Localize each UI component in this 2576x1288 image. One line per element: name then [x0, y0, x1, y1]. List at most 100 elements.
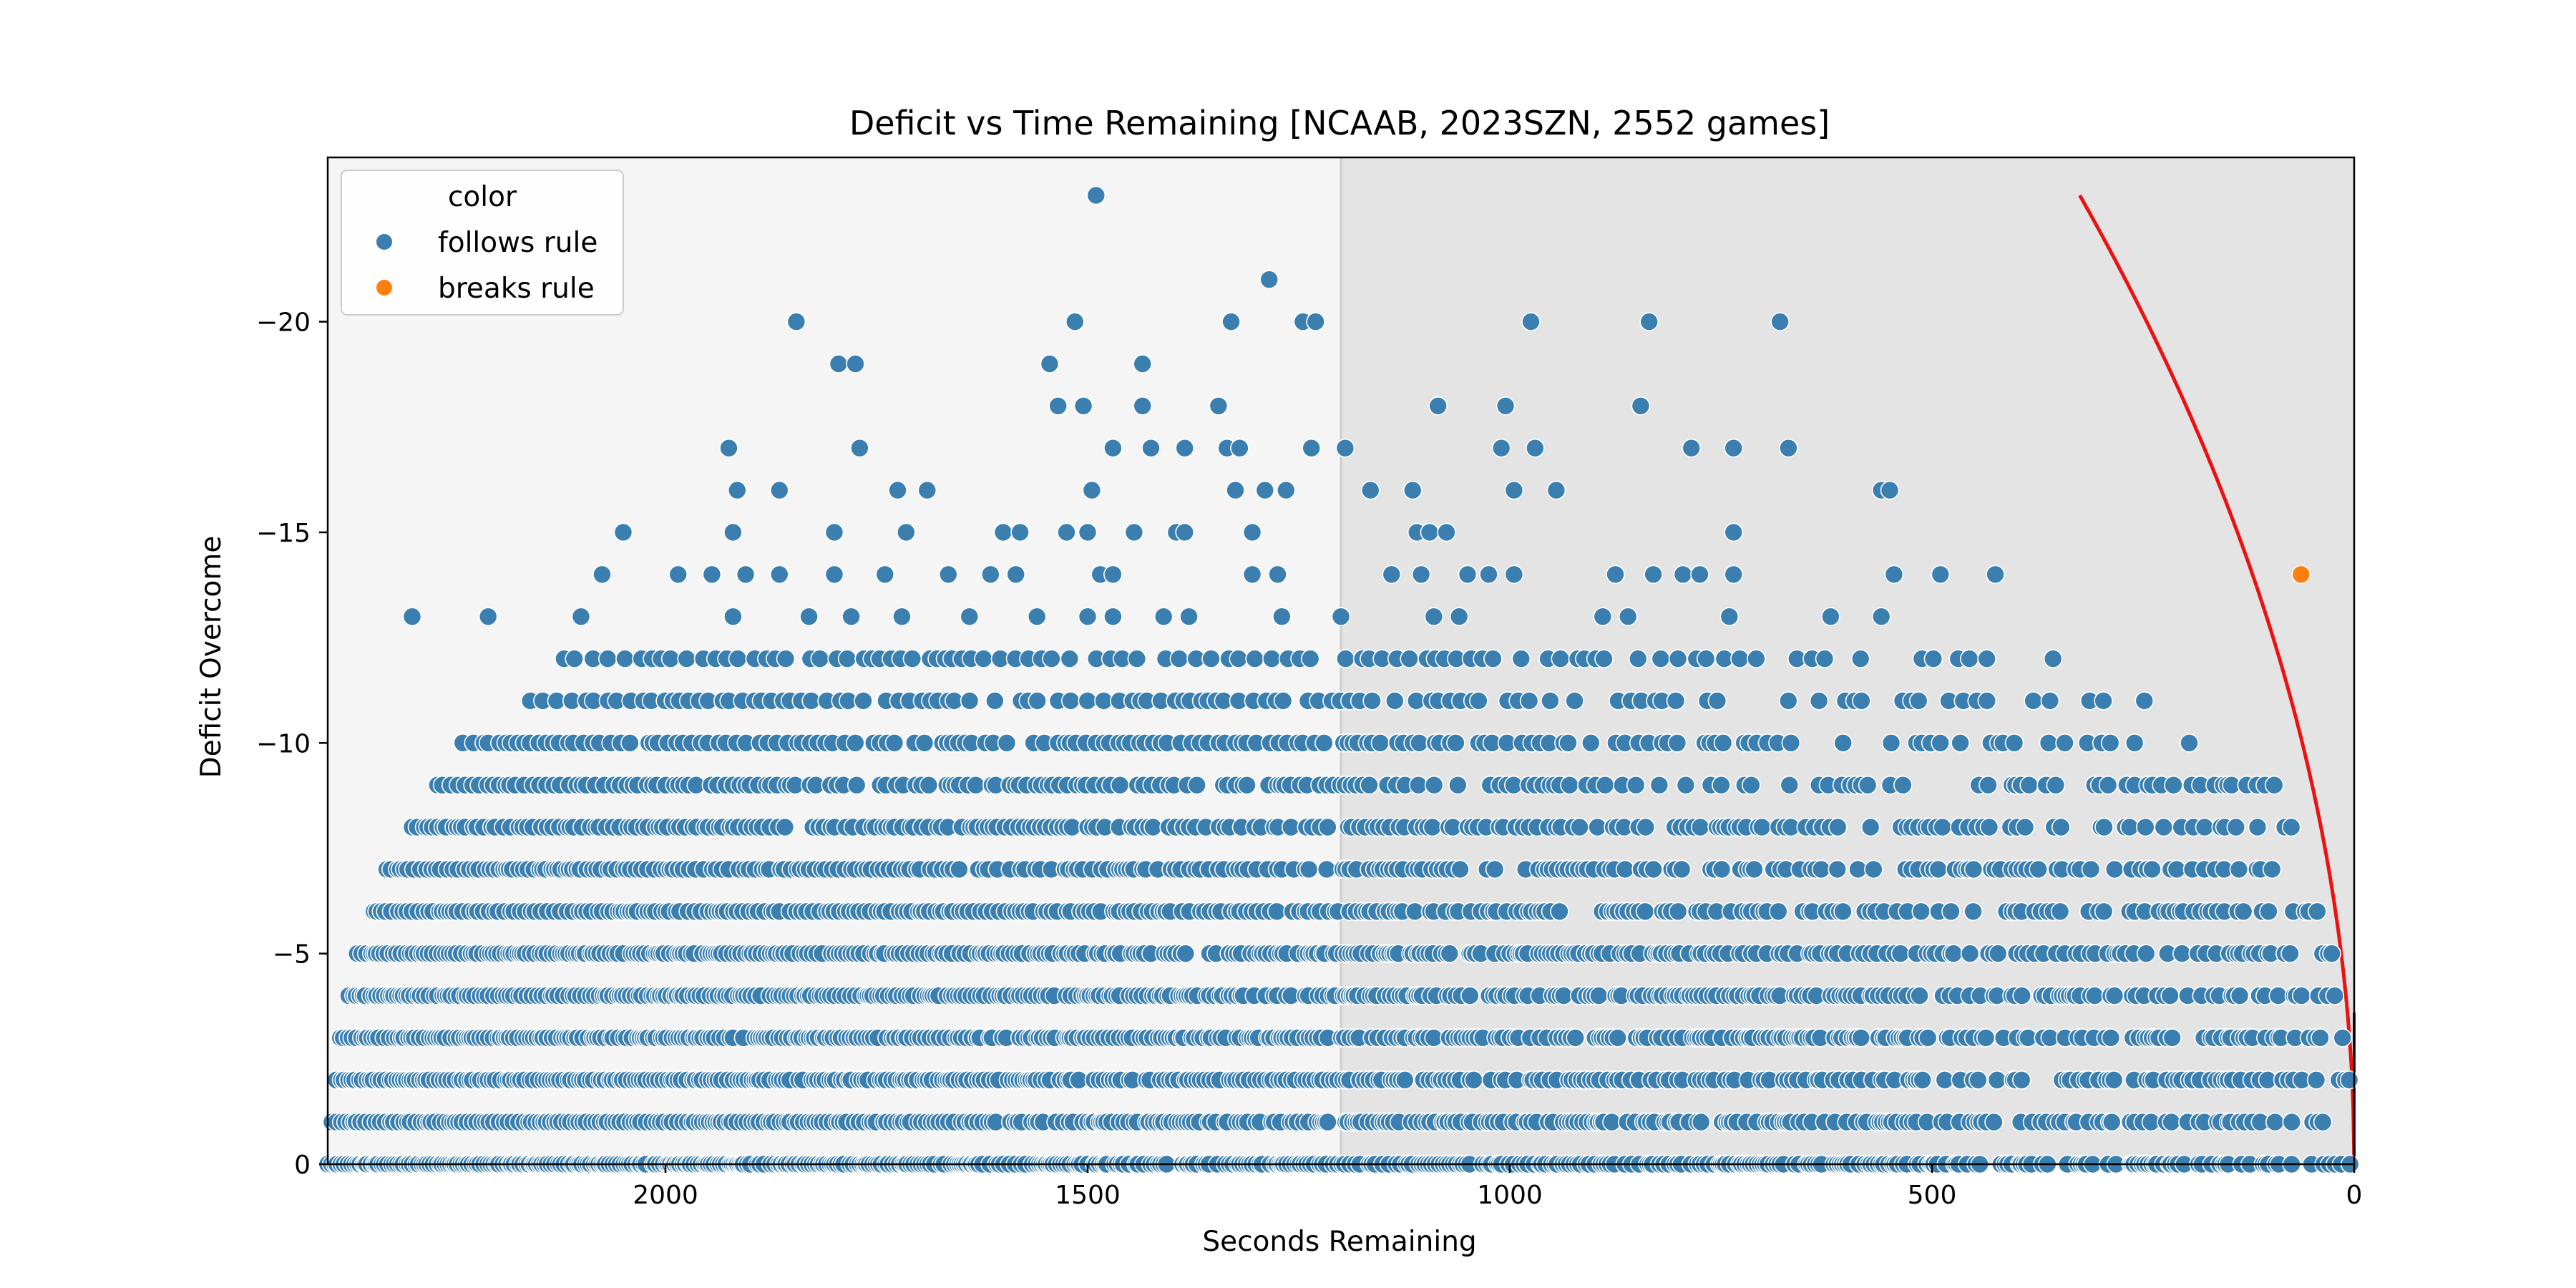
- legend: color follows rule breaks rule: [341, 170, 624, 316]
- data-point: [2162, 1112, 2181, 1132]
- data-point: [1913, 1070, 1932, 1090]
- data-point: [1504, 480, 1524, 500]
- data-point: [1424, 775, 1444, 795]
- data-point: [1526, 438, 1545, 458]
- data-point: [1410, 733, 1429, 753]
- data-point: [2154, 817, 2174, 837]
- data-point: [728, 649, 748, 668]
- y-tick-label: −5: [273, 940, 311, 970]
- data-point: [2012, 986, 2031, 1005]
- data-point: [1209, 396, 1229, 416]
- data-point: [2280, 944, 2300, 963]
- data-point: [1668, 649, 1688, 668]
- data-point: [2281, 817, 2301, 837]
- data-point: [1370, 733, 1390, 753]
- data-point: [1639, 312, 1659, 331]
- data-point: [1273, 691, 1293, 711]
- data-point: [2282, 1112, 2302, 1132]
- data-point: [660, 649, 680, 668]
- data-point: [1175, 522, 1194, 542]
- data-point: [1651, 649, 1671, 668]
- data-point: [1923, 649, 1943, 668]
- data-point: [2180, 733, 2199, 753]
- data-point: [1078, 607, 1098, 627]
- x-tick-label: 500: [1908, 1181, 1957, 1210]
- data-point: [1976, 1028, 1996, 1048]
- data-point: [1672, 859, 1692, 879]
- data-point: [1496, 396, 1516, 416]
- data-point: [1504, 565, 1524, 585]
- data-point: [1242, 522, 1262, 542]
- data-point: [770, 565, 789, 585]
- data-point: [1314, 733, 1334, 753]
- data-point: [1644, 859, 1663, 879]
- data-point: [1255, 480, 1275, 500]
- data-point: [1424, 607, 1444, 627]
- data-point: [1078, 691, 1098, 711]
- legend-title: color: [448, 181, 517, 213]
- data-point: [1259, 270, 1279, 290]
- data-point: [1230, 438, 1249, 458]
- data-point: [1558, 733, 1578, 753]
- data-point: [875, 565, 895, 585]
- data-point: [2265, 775, 2284, 795]
- data-point: [854, 691, 873, 711]
- data-point: [2172, 944, 2192, 963]
- data-point: [2081, 859, 2101, 879]
- data-point: [1910, 986, 1929, 1005]
- data-point: [1176, 944, 1196, 963]
- data-point: [1673, 565, 1693, 585]
- data-point: [770, 480, 789, 500]
- data-point: [1986, 565, 2005, 585]
- data-point: [966, 775, 985, 795]
- data-point: [837, 649, 857, 668]
- data-point: [1833, 733, 1853, 753]
- data-point: [1300, 649, 1320, 668]
- x-tick-label: 2000: [633, 1181, 698, 1210]
- data-point: [1360, 775, 1379, 795]
- data-point: [1852, 691, 1871, 711]
- data-point: [2325, 986, 2345, 1005]
- data-point: [1440, 944, 1460, 963]
- data-point: [1141, 438, 1161, 458]
- x-tick-label: 0: [2346, 1181, 2363, 1210]
- data-point: [702, 565, 722, 585]
- data-point: [565, 649, 585, 668]
- data-point: [1317, 859, 1337, 879]
- data-point: [1615, 859, 1635, 879]
- x-axis-label: Seconds Remaining: [1202, 1226, 1476, 1258]
- data-point: [892, 607, 912, 627]
- data-point: [1082, 480, 1102, 500]
- data-point: [1594, 649, 1614, 668]
- data-point: [1666, 691, 1686, 711]
- data-point: [2167, 859, 2187, 879]
- data-point: [1318, 1112, 1337, 1132]
- data-point: [847, 775, 867, 795]
- data-point: [888, 480, 907, 500]
- data-point: [1864, 859, 1883, 879]
- data-point: [2101, 1028, 2121, 1048]
- data-point: [1769, 902, 1788, 922]
- data-point: [1458, 565, 1478, 585]
- data-point: [1918, 1028, 1938, 1048]
- data-point: [2137, 944, 2156, 963]
- data-point: [1006, 565, 1025, 585]
- data-point: [1400, 649, 1419, 668]
- data-point: [2104, 1070, 2124, 1090]
- data-point: [2004, 733, 2024, 753]
- data-point: [1065, 312, 1085, 331]
- data-point: [1028, 691, 1047, 711]
- data-point: [997, 733, 1017, 753]
- data-point: [1871, 607, 1891, 627]
- data-point: [950, 859, 969, 879]
- data-point: [668, 565, 688, 585]
- data-point: [1302, 438, 1321, 458]
- data-point: [2051, 817, 2071, 837]
- data-point: [1909, 691, 1928, 711]
- data-point: [1928, 859, 1948, 879]
- data-point: [960, 691, 980, 711]
- data-point: [1628, 649, 1648, 668]
- data-point: [1175, 438, 1194, 458]
- data-point: [1811, 859, 1831, 879]
- data-point: [850, 438, 869, 458]
